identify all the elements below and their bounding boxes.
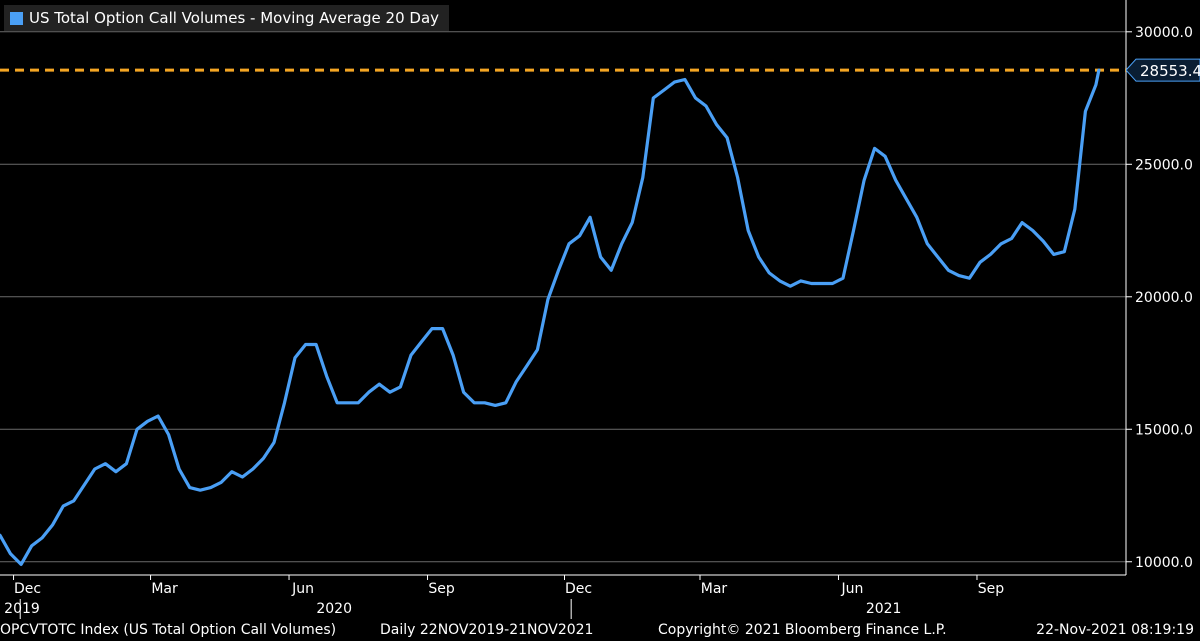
legend: US Total Option Call Volumes - Moving Av…	[4, 5, 450, 31]
last-value-label: 28553.4	[1140, 62, 1200, 80]
footer-range: Daily 22NOV2019-21NOV2021	[380, 622, 594, 638]
x-tick-label: Sep	[978, 581, 1005, 597]
x-tick-label: Dec	[565, 581, 592, 597]
year-label: 2020	[316, 601, 352, 617]
footer-copyright: Copyright© 2021 Bloomberg Finance L.P.	[658, 622, 947, 638]
x-tick-label: Sep	[428, 581, 455, 597]
y-tick-label: 20000.0	[1135, 290, 1193, 306]
footer: OPCVTOTC Index (US Total Option Call Vol…	[0, 619, 1200, 641]
y-tick-label: 15000.0	[1135, 422, 1193, 438]
footer-timestamp: 22-Nov-2021 08:19:19	[1036, 622, 1194, 638]
y-tick-label: 30000.0	[1135, 25, 1193, 41]
year-label: 2019	[4, 601, 40, 617]
legend-label: US Total Option Call Volumes - Moving Av…	[29, 9, 440, 27]
y-tick-label: 25000.0	[1135, 157, 1193, 173]
x-tick-label: Mar	[701, 581, 728, 597]
x-tick-label: Jun	[291, 581, 314, 597]
x-tick-label: Dec	[14, 581, 41, 597]
footer-ticker: OPCVTOTC Index (US Total Option Call Vol…	[0, 622, 337, 638]
y-tick-label: 10000.0	[1135, 555, 1193, 571]
x-tick-label: Mar	[151, 581, 178, 597]
x-tick-label: Jun	[841, 581, 864, 597]
series-line	[0, 68, 1101, 567]
last-value-box	[1125, 58, 1200, 82]
year-label: 2021	[866, 601, 902, 617]
legend-swatch	[10, 11, 23, 25]
